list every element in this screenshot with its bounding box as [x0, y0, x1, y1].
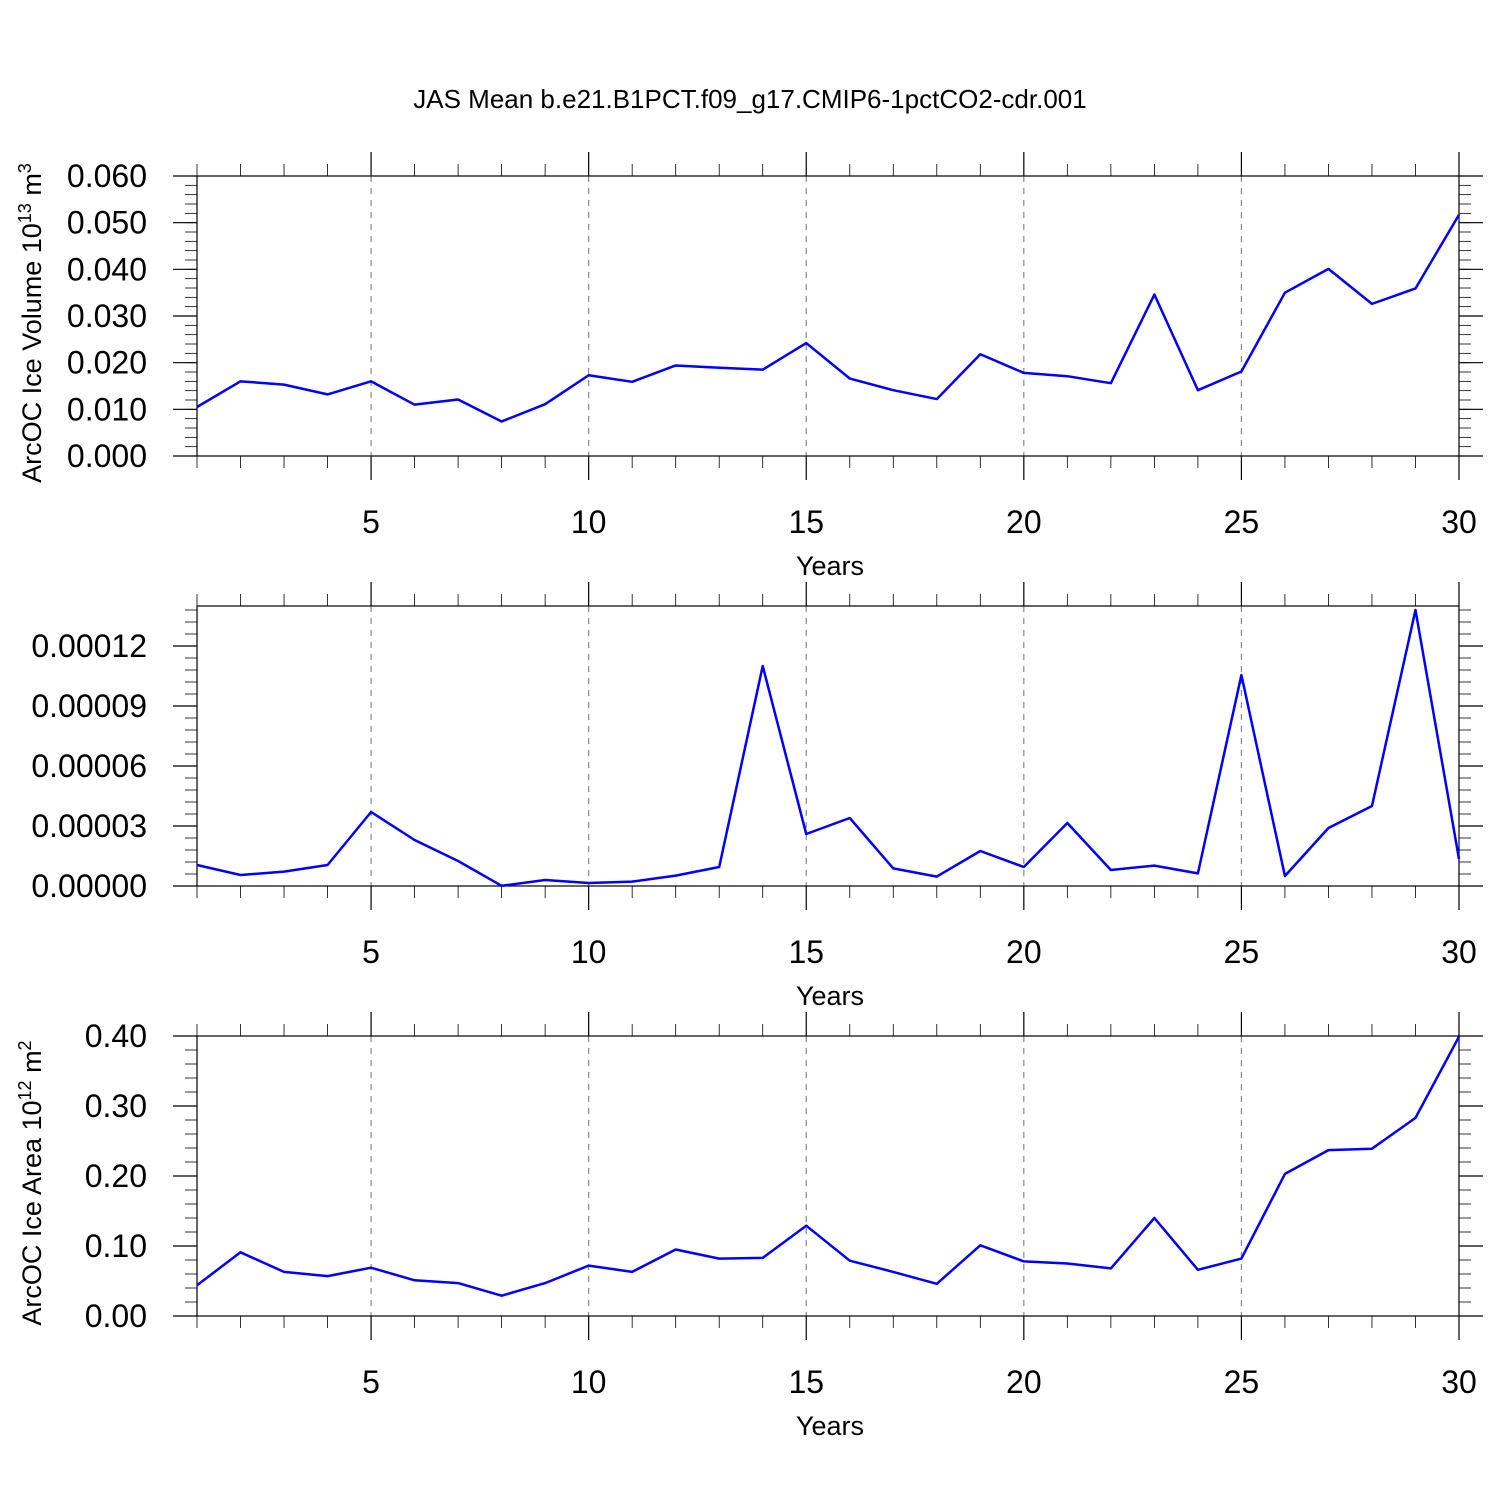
y-tick-label: 0.000 — [67, 438, 147, 474]
y-tick-label: 0.00012 — [31, 628, 147, 664]
panel-3: 0.00 0.10 0.20 0.30 0.40 5 10 15 20 25 30 Years ArcO… — [15, 1012, 1483, 1441]
x-tick-label: 15 — [788, 1364, 824, 1400]
x-tick-label: 30 — [1441, 934, 1477, 970]
x-tick-label: 5 — [362, 934, 380, 970]
y-tick-label: 0.030 — [67, 298, 147, 334]
y-tick-label: 0.00000 — [31, 868, 147, 904]
y-tick-label: 0.20 — [85, 1158, 147, 1194]
y-axis-label-part: ArcOC Ice Volume 10 — [17, 223, 47, 483]
y-axis-label-part: m — [17, 173, 47, 203]
y-tick-label: 0.00006 — [31, 748, 147, 784]
y-tick-label: 0.30 — [85, 1088, 147, 1124]
y-tick-label: 0.050 — [67, 205, 147, 241]
plot-frame — [197, 1036, 1459, 1316]
x-tick-label: 25 — [1224, 1364, 1260, 1400]
x-tick-label: 5 — [362, 1364, 380, 1400]
y-axis-label-superscript: 13 — [15, 203, 35, 223]
y-axis-label-superscript: 2 — [15, 1040, 35, 1050]
x-tick-label: 25 — [1224, 934, 1260, 970]
series-line-2 — [197, 610, 1459, 886]
y-axis-label-part: m — [17, 1050, 47, 1080]
x-tick-label: 20 — [1006, 504, 1042, 540]
y-tick-label: 0.00009 — [31, 688, 147, 724]
x-tick-label: 25 — [1224, 504, 1260, 540]
x-tick-label: 30 — [1441, 1364, 1477, 1400]
x-tick-label: 30 — [1441, 504, 1477, 540]
y-axis-label: ArcOC Ice Area 1012 m2 — [15, 1040, 47, 1325]
y-tick-label: 0.020 — [67, 345, 147, 381]
x-tick-label: 10 — [571, 1364, 607, 1400]
y-axis-label-superscript: 3 — [15, 163, 35, 173]
y-tick-label: 0.00003 — [31, 808, 147, 844]
y-tick-label: 0.40 — [85, 1018, 147, 1054]
x-axis-label: Years — [796, 1411, 864, 1441]
x-tick-label: 15 — [788, 504, 824, 540]
x-tick-label: 10 — [571, 934, 607, 970]
x-tick-label: 10 — [571, 504, 607, 540]
panel-1: 0.000 0.010 0.020 0.030 0.040 0.050 0.060 5 10 15… — [15, 152, 1483, 581]
x-tick-label: 15 — [788, 934, 824, 970]
y-tick-label: 0.00 — [85, 1298, 147, 1334]
x-tick-label: 20 — [1006, 934, 1042, 970]
series-line-1 — [197, 215, 1459, 422]
series-line-3 — [197, 1037, 1459, 1296]
figure-title: JAS Mean b.e21.B1PCT.f09_g17.CMIP6-1pctC… — [413, 84, 1086, 114]
x-tick-label: 5 — [362, 504, 380, 540]
y-tick-label: 0.010 — [67, 391, 147, 427]
y-axis-label: ArcOC Ice Volume 1013 m3 — [15, 163, 47, 483]
plot-frame — [197, 176, 1459, 456]
x-tick-label: 20 — [1006, 1364, 1042, 1400]
y-tick-label: 0.060 — [67, 158, 147, 194]
y-tick-label: 0.040 — [67, 251, 147, 287]
x-axis-label: Years — [796, 551, 864, 581]
y-axis-label-part: ArcOC Ice Area 10 — [17, 1100, 47, 1325]
x-axis-label: Years — [796, 981, 864, 1011]
plot-frame — [197, 606, 1459, 886]
y-axis-label-superscript: 12 — [15, 1080, 35, 1100]
panel-2: 0.00000 0.00003 0.00006 0.00009 0.00012 5 10 15… — [31, 582, 1483, 1011]
y-tick-label: 0.10 — [85, 1228, 147, 1264]
